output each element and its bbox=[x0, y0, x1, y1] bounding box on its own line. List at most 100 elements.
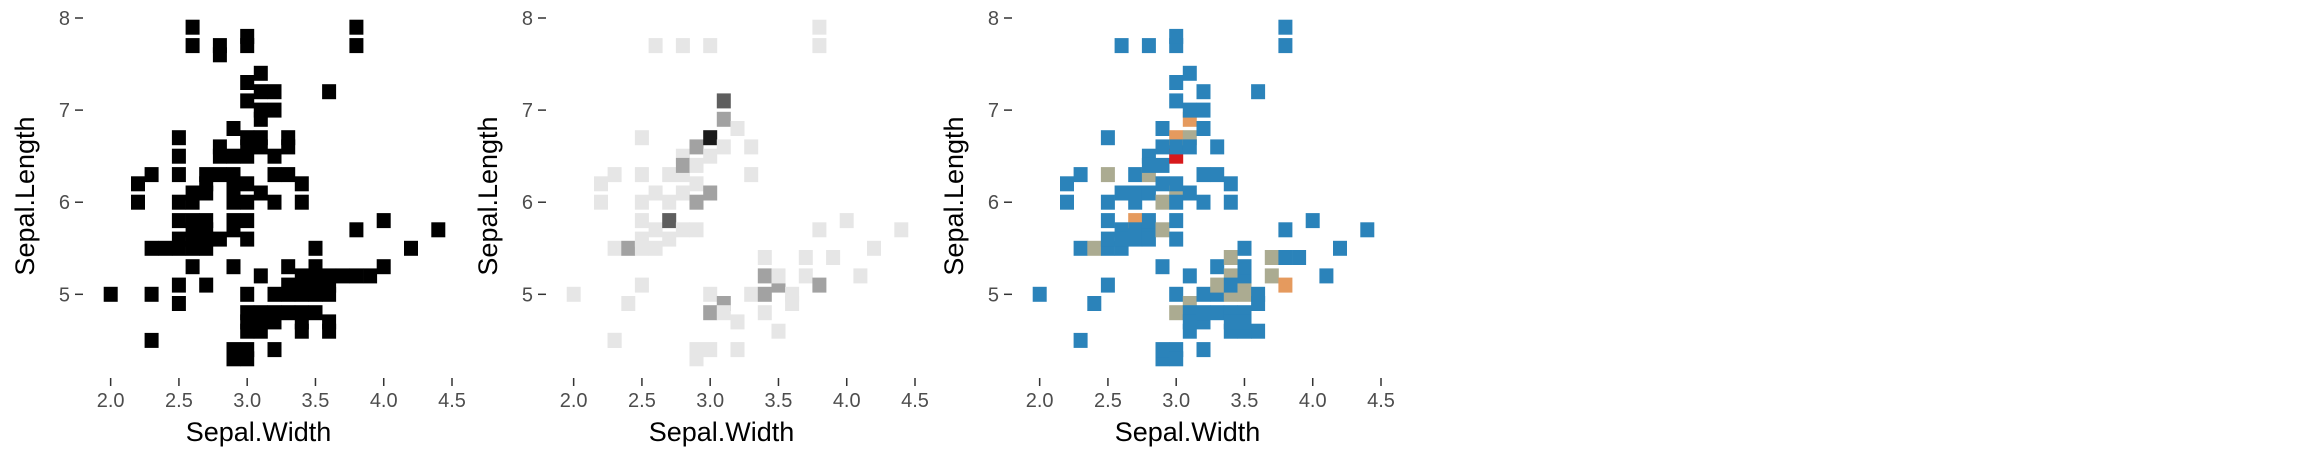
heatmap-cell bbox=[1278, 222, 1293, 238]
heatmap-cell bbox=[771, 323, 786, 339]
heatmap-cell bbox=[294, 176, 309, 192]
heatmap-cell bbox=[1196, 194, 1211, 210]
heatmap-cell bbox=[826, 250, 841, 265]
heatmap-cell bbox=[171, 194, 186, 210]
heatmap-cell bbox=[171, 148, 186, 164]
heatmap-cell bbox=[253, 84, 268, 100]
heatmap-cell bbox=[1141, 185, 1156, 201]
heatmap-cell bbox=[689, 194, 704, 210]
heatmap-cell bbox=[349, 19, 364, 35]
y-tick-label: 5 bbox=[59, 284, 70, 306]
heatmap-cell bbox=[634, 213, 649, 229]
heatmap-cell bbox=[1223, 314, 1238, 330]
heatmap-cell bbox=[431, 222, 446, 238]
heatmap-cell bbox=[1223, 194, 1238, 210]
heatmap-cell bbox=[240, 75, 255, 90]
heatmap-cell bbox=[703, 130, 718, 146]
heatmap-cell bbox=[267, 305, 282, 321]
heatmap-cell bbox=[1032, 286, 1047, 302]
heatmap-cell bbox=[1169, 305, 1184, 321]
heatmap-cell bbox=[1169, 93, 1184, 109]
x-tick-label: 3.5 bbox=[302, 390, 330, 412]
heatmap-cell bbox=[1169, 194, 1184, 210]
heatmap-cell bbox=[1196, 84, 1211, 100]
heatmap-cell bbox=[1237, 286, 1252, 302]
heatmap-cell bbox=[648, 222, 663, 238]
heatmap-cell bbox=[675, 38, 690, 54]
heatmap-cell bbox=[1060, 176, 1074, 192]
heatmap-cell bbox=[144, 286, 159, 302]
heatmap-cell bbox=[308, 259, 323, 275]
heatmap-cell bbox=[1305, 213, 1320, 229]
heatmap-cell bbox=[212, 167, 227, 183]
y-axis-title: Sepal.Length bbox=[473, 116, 503, 275]
heatmap-cell bbox=[1155, 121, 1170, 136]
heatmap-cell bbox=[1169, 351, 1184, 367]
heatmap-cell bbox=[240, 28, 255, 44]
x-tick-label: 2.5 bbox=[1094, 390, 1122, 412]
heatmap-cell bbox=[281, 277, 296, 293]
heatmap-cell bbox=[662, 213, 677, 229]
heatmap-cell bbox=[363, 268, 378, 284]
y-tick-label: 6 bbox=[988, 192, 999, 214]
heatmap-cell bbox=[1196, 121, 1211, 136]
heatmap-cell bbox=[281, 259, 296, 275]
heatmap-cell bbox=[1100, 194, 1115, 210]
heatmap-cell bbox=[675, 185, 690, 201]
heatmap-cell bbox=[1251, 84, 1266, 100]
heatmap-cell bbox=[212, 139, 227, 155]
heatmap-cell bbox=[240, 351, 255, 367]
x-tick-label: 4.5 bbox=[901, 390, 929, 412]
x-tick-label: 3.5 bbox=[1231, 390, 1259, 412]
heatmap-cell bbox=[212, 231, 227, 247]
heatmap-cell bbox=[757, 250, 772, 265]
heatmap-cell bbox=[1210, 139, 1225, 155]
heatmap-cell bbox=[853, 268, 868, 284]
heatmap-cell bbox=[185, 185, 200, 201]
heatmap-cell bbox=[607, 240, 622, 256]
heatmap-cell bbox=[1169, 28, 1184, 44]
heatmap-cell bbox=[1196, 102, 1211, 118]
heatmap-cell bbox=[1278, 277, 1293, 293]
heatmap-cell bbox=[607, 332, 622, 348]
heatmap-cell bbox=[1210, 167, 1225, 183]
heatmap-cell bbox=[812, 277, 827, 293]
x-tick-label: 2.0 bbox=[1026, 390, 1054, 412]
heatmap-cell bbox=[349, 268, 364, 284]
heatmap-cell bbox=[294, 194, 309, 210]
heatmap-cell bbox=[675, 157, 690, 173]
heatmap-cell bbox=[1141, 213, 1156, 229]
heatmap-cell bbox=[1060, 194, 1074, 210]
heatmap-cell bbox=[594, 194, 608, 210]
heatmap-cell bbox=[703, 185, 718, 201]
heatmap-cell bbox=[1264, 250, 1279, 265]
y-tick-label: 8 bbox=[59, 8, 70, 30]
heatmap-cell bbox=[1278, 38, 1293, 54]
heatmap-cell bbox=[716, 93, 731, 109]
x-tick-label: 3.0 bbox=[1162, 390, 1190, 412]
heatmap-cell bbox=[785, 296, 800, 311]
heatmap-cell bbox=[1128, 185, 1143, 201]
x-tick-label: 4.5 bbox=[438, 390, 466, 412]
heatmap-cell bbox=[1169, 75, 1184, 90]
heatmap-cell bbox=[1169, 213, 1184, 229]
heatmap-cell bbox=[185, 259, 200, 275]
heatmap-cell bbox=[675, 222, 690, 238]
heatmap-panel-3: 2.0 2.5 3.0 3.5 4.0 4.5 5 6 7 8 Sepal.Width Sepal.L… bbox=[939, 8, 1395, 447]
heatmap-cell bbox=[1141, 231, 1156, 247]
heatmap-cell bbox=[267, 84, 282, 100]
heatmap-cell bbox=[281, 130, 296, 146]
heatmap-cell bbox=[757, 286, 772, 302]
heatmap-cell bbox=[689, 176, 704, 192]
heatmap-cell bbox=[1073, 332, 1088, 348]
heatmap-cell bbox=[812, 19, 827, 35]
x-tick-label: 3.5 bbox=[765, 390, 793, 412]
heatmap-cell bbox=[253, 102, 268, 118]
heatmap-cell bbox=[199, 213, 214, 229]
heatmap-cell bbox=[1251, 323, 1266, 339]
heatmap-cell bbox=[240, 286, 255, 302]
heatmap-cell bbox=[1100, 231, 1115, 247]
heatmap-cell bbox=[1155, 222, 1170, 238]
heatmap-cell bbox=[226, 167, 241, 183]
heatmap-cell bbox=[1155, 194, 1170, 210]
